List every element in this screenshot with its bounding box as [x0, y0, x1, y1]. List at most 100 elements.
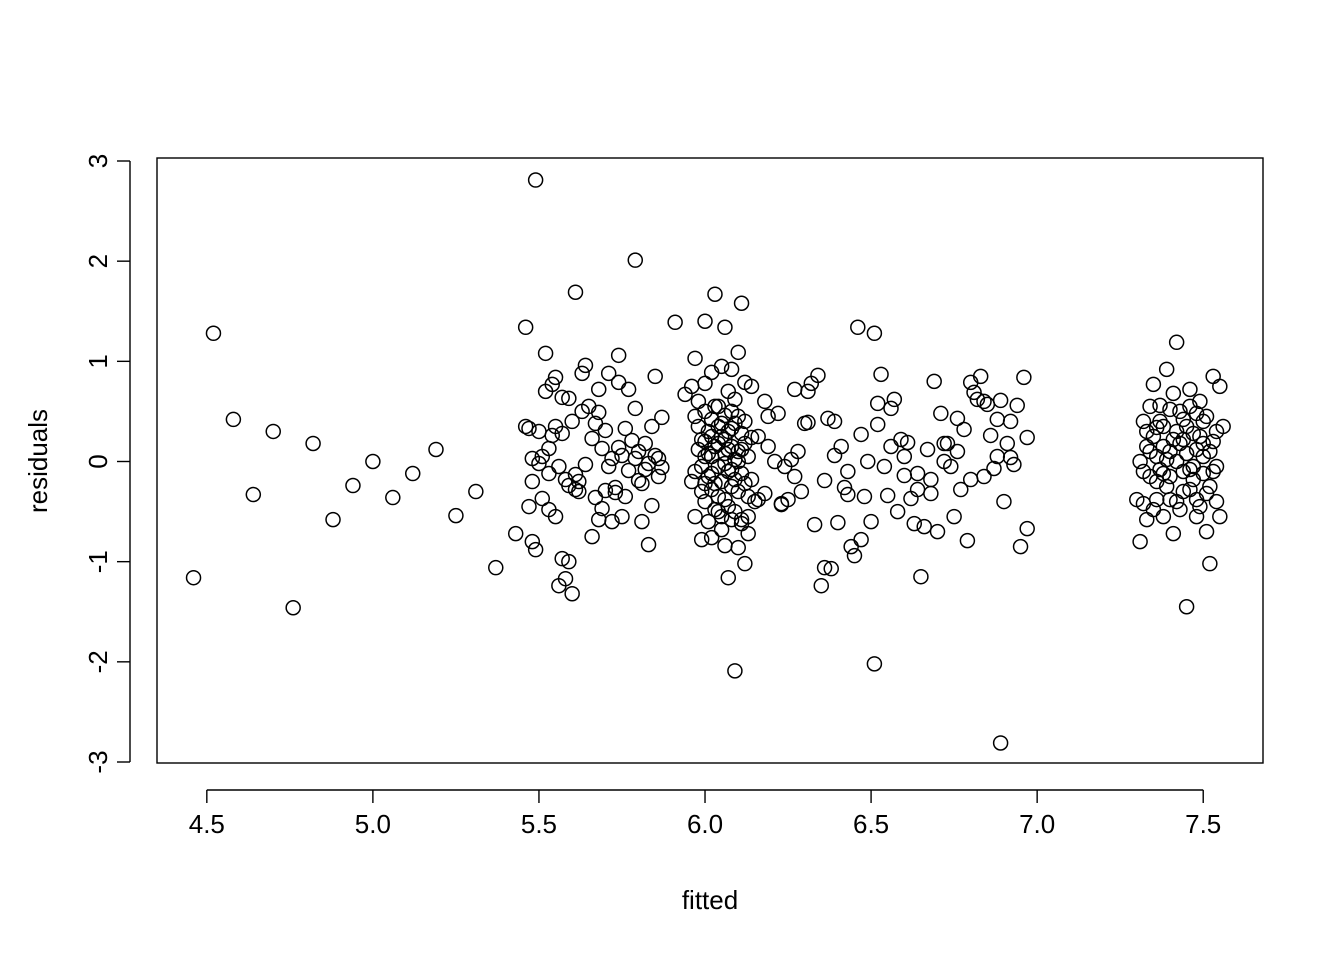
data-point — [385, 489, 401, 506]
data-point — [620, 462, 637, 479]
data-point — [896, 448, 913, 465]
data-point — [813, 577, 830, 594]
data-point — [1148, 419, 1165, 436]
data-point — [531, 455, 547, 472]
data-point — [700, 513, 717, 530]
data-point — [521, 498, 537, 515]
x-tick-label: 5.0 — [355, 809, 391, 839]
data-point — [1178, 598, 1195, 615]
data-point — [747, 493, 763, 510]
data-point — [285, 599, 301, 616]
data-point — [561, 553, 577, 570]
data-point — [717, 319, 733, 336]
data-point — [687, 463, 703, 480]
data-point — [564, 413, 580, 430]
data-point — [962, 471, 979, 488]
data-point — [737, 413, 753, 430]
y-axis: -3 -2 -1 0 1 2 3 — [83, 154, 131, 774]
data-point — [860, 453, 876, 470]
data-point — [1198, 485, 1215, 502]
y-tick-label: 0 — [83, 454, 113, 468]
data-point — [577, 456, 594, 473]
data-point — [939, 435, 956, 452]
data-point — [846, 547, 863, 564]
data-point — [1162, 468, 1178, 485]
data-point — [740, 508, 756, 525]
data-point — [677, 386, 693, 403]
data-point — [707, 475, 723, 492]
data-point — [703, 364, 720, 381]
data-point — [717, 537, 733, 554]
data-point — [584, 528, 600, 545]
data-point — [537, 345, 554, 362]
data-point — [982, 427, 999, 444]
data-point — [1202, 478, 1218, 495]
data-point — [816, 472, 833, 489]
data-point — [541, 501, 557, 518]
data-point — [713, 415, 730, 432]
data-point — [863, 513, 879, 530]
data-point — [936, 453, 952, 470]
data-point — [727, 391, 743, 408]
data-point — [594, 500, 610, 517]
data-point — [856, 488, 873, 505]
data-point — [800, 414, 816, 431]
data-point — [567, 284, 584, 300]
data-point — [866, 325, 883, 342]
data-point — [1165, 525, 1182, 542]
data-point — [949, 443, 966, 460]
data-point — [1212, 378, 1228, 395]
data-point — [1168, 334, 1185, 351]
data-point — [597, 482, 614, 499]
data-point — [630, 472, 647, 489]
data-point — [790, 443, 806, 460]
data-point — [1208, 458, 1225, 475]
data-point — [693, 531, 710, 548]
data-point — [1168, 493, 1185, 510]
data-point — [517, 319, 534, 336]
data-point — [524, 473, 541, 490]
points-layer — [185, 172, 1231, 751]
data-point — [830, 514, 846, 531]
data-point — [760, 438, 776, 455]
data-point — [853, 531, 869, 548]
data-point — [717, 491, 733, 508]
data-point — [697, 313, 713, 330]
data-point — [185, 569, 202, 586]
data-point — [926, 373, 942, 390]
data-point — [919, 441, 936, 458]
data-point — [733, 425, 750, 442]
data-point — [757, 485, 773, 502]
data-point — [866, 656, 883, 672]
data-point — [687, 350, 703, 367]
data-point — [600, 458, 617, 475]
data-point — [760, 408, 776, 425]
data-point — [600, 365, 617, 382]
data-point — [654, 409, 670, 426]
data-point — [1162, 401, 1178, 418]
data-point — [723, 361, 740, 378]
data-point — [886, 391, 903, 408]
data-point — [547, 369, 564, 386]
x-axis: 4.5 5.0 5.5 6.0 6.5 7.0 7.5 — [189, 789, 1221, 839]
data-point — [554, 550, 570, 567]
data-point — [697, 448, 713, 465]
data-point — [976, 393, 992, 410]
plot-frame — [156, 157, 1264, 764]
data-point — [1188, 508, 1205, 525]
data-point — [571, 473, 587, 490]
data-point — [607, 484, 624, 501]
data-point — [627, 252, 644, 268]
data-point — [534, 490, 551, 507]
data-point — [1158, 451, 1175, 468]
data-point — [544, 376, 560, 393]
data-point — [428, 441, 444, 458]
x-tick-label: 7.5 — [1185, 809, 1221, 839]
data-point — [345, 477, 361, 494]
data-point — [1132, 533, 1148, 550]
data-point — [554, 389, 570, 406]
data-point — [590, 404, 607, 421]
data-point — [733, 511, 750, 528]
data-point — [1205, 433, 1221, 450]
data-point — [853, 426, 869, 443]
